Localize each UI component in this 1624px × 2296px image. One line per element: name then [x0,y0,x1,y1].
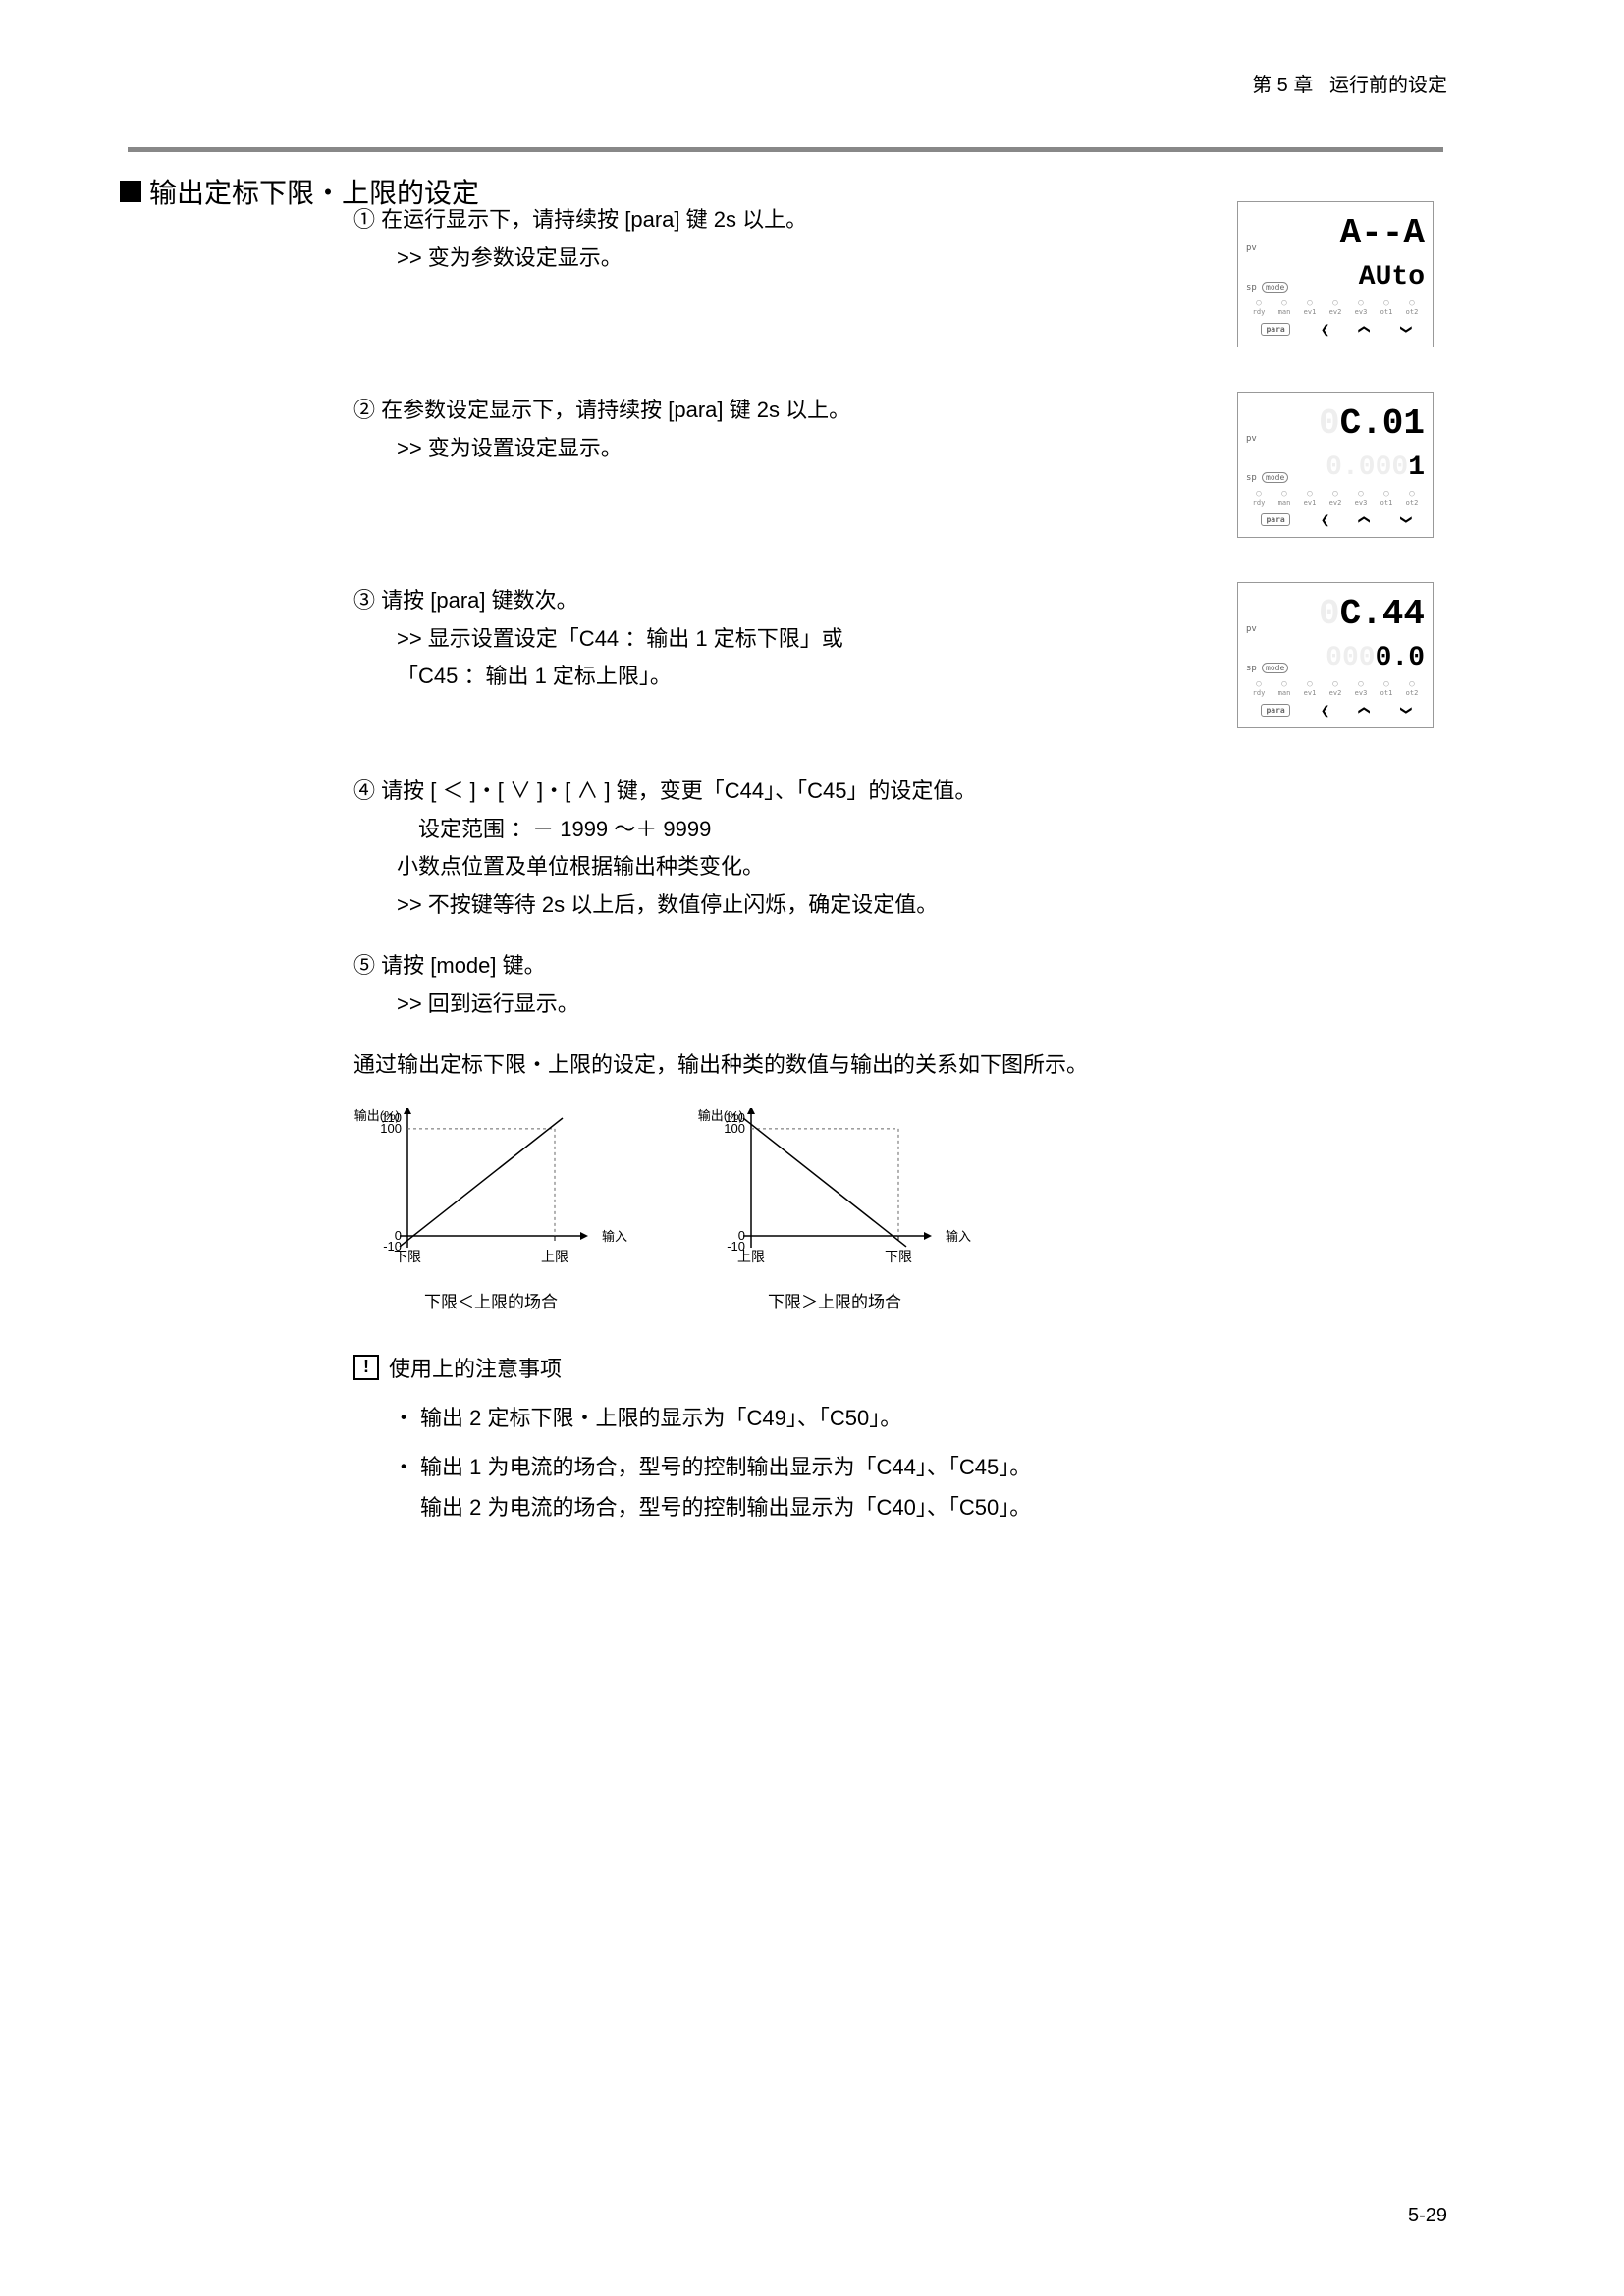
display-panel: pvA--A spmodeAUto rdymanev1ev2ev3ot1ot2 … [1237,201,1434,347]
relation-text: 通过输出定标下限・上限的设定，输出种类的数值与输出的关系如下图所示。 [353,1046,1434,1085]
step-line: 请按 [ ＜ ]・[ ∨ ]・[ ∧ ] 键，变更「C44」、「C45」的设定值… [381,778,976,803]
notice-title: 使用上的注意事项 [389,1352,562,1383]
step-result: >> 不按键等待 2s 以上后，数值停止闪烁，确定设定值。 [397,886,1434,925]
chart-caption: 下限＞上限的场合 [697,1288,972,1312]
step-num: ④ [353,778,375,803]
display-panel: pv0C.44 spmode0000.0 rdymanev1ev2ev3ot1o… [1237,582,1434,728]
chart-svg: 输出(%)1101000-10下限上限输入 (%) [353,1108,628,1275]
step-text: ② 在参数设定显示下，请持续按 [para] 键 2s 以上。 >> 变为设置设… [353,392,1218,467]
chapter: 第 5 章 [1252,75,1313,96]
chart-svg: 输出(%)1101000-10上限下限输入 (%) [697,1108,972,1275]
step-range: 设定范围 ：－ 1999 ～＋ 9999 [418,811,1434,849]
step-result: >> 回到运行显示。 [397,986,1434,1024]
notice-item: ・输出 2 定标下限・上限的显示为「C49」、「C50」。 [393,1399,1434,1439]
step-result: >> 显示设置设定「C44 ：输出 1 定标下限」或 [397,620,1218,659]
step-num: ⑤ [353,953,375,978]
step-row: ① 在运行显示下，请持续按 [para] 键 2s 以上。 >> 变为参数设定显… [353,201,1434,347]
step-line: 在运行显示下，请持续按 [para] 键 2s 以上。 [381,207,807,232]
step-result: >> 变为设置设定显示。 [397,430,1218,468]
step-text: ④ 请按 [ ＜ ]・[ ∨ ]・[ ∧ ] 键，变更「C44」、「C45」的设… [353,773,1434,924]
step-note: 小数点位置及单位根据输出种类变化。 [397,848,1434,886]
step-num: ③ [353,588,375,613]
step-num: ① [353,207,375,232]
notice-line: 输出 2 定标下限・上限的显示为「C49」、「C50」。 [420,1399,901,1439]
svg-text:上限: 上限 [541,1249,568,1264]
notice-header: ! 使用上的注意事项 [353,1352,1434,1383]
step-text: ⑤ 请按 [mode] 键。 >> 回到运行显示。 [353,947,1434,1023]
step-line: 请按 [mode] 键。 [381,953,545,978]
svg-text:输入 (%): 输入 (%) [602,1229,628,1244]
step-result: >> 变为参数设定显示。 [397,240,1218,278]
step-result-2: 「C45 ：输出 1 定标上限」。 [397,658,1218,696]
svg-text:100: 100 [380,1120,402,1135]
notice-subline: 输出 2 为电流的场合，型号的控制输出显示为「C40」、「C50」。 [420,1488,1031,1528]
step-line: 请按 [para] 键数次。 [381,588,577,613]
svg-text:输入 (%): 输入 (%) [946,1229,972,1244]
step-row: ③ 请按 [para] 键数次。 >> 显示设置设定「C44 ：输出 1 定标下… [353,582,1434,728]
step-text: ① 在运行显示下，请持续按 [para] 键 2s 以上。 >> 变为参数设定显… [353,201,1218,277]
warning-icon: ! [353,1355,379,1380]
divider [128,147,1443,152]
step-text: ③ 请按 [para] 键数次。 >> 显示设置设定「C44 ：输出 1 定标下… [353,582,1218,696]
step-row: ② 在参数设定显示下，请持续按 [para] 键 2s 以上。 >> 变为设置设… [353,392,1434,538]
chart-caption: 下限＜上限的场合 [353,1288,628,1312]
page-header: 第 5 章 运行前的设定 [1252,69,1447,97]
content: ① 在运行显示下，请持续按 [para] 键 2s 以上。 >> 变为参数设定显… [353,201,1434,1538]
chart: 输出(%)1101000-10上限下限输入 (%) 下限＞上限的场合 [697,1108,972,1312]
step-num: ② [353,398,375,422]
notice-list: ・输出 2 定标下限・上限的显示为「C49」、「C50」。・输出 1 为电流的场… [393,1399,1434,1528]
page-number: 5-29 [1408,2205,1447,2227]
charts: 输出(%)1101000-10下限上限输入 (%) 下限＜上限的场合 输出(%)… [353,1108,1434,1312]
display-panel: pv0C.01 spmode0.0001 rdymanev1ev2ev3ot1o… [1237,392,1434,538]
chart: 输出(%)1101000-10下限上限输入 (%) 下限＜上限的场合 [353,1108,628,1312]
svg-text:上限: 上限 [737,1249,765,1264]
svg-text:100: 100 [724,1120,745,1135]
notice-item: ・输出 1 为电流的场合，型号的控制输出显示为「C44」、「C45」。输出 2 … [393,1448,1434,1527]
svg-text:下限: 下限 [885,1249,912,1264]
svg-text:下限: 下限 [394,1249,421,1264]
notice-line: 输出 1 为电流的场合，型号的控制输出显示为「C44」、「C45」。 [420,1448,1031,1488]
square-bullet-icon [120,181,141,202]
header-title: 运行前的设定 [1329,75,1447,96]
step-line: 在参数设定显示下，请持续按 [para] 键 2s 以上。 [381,398,850,422]
